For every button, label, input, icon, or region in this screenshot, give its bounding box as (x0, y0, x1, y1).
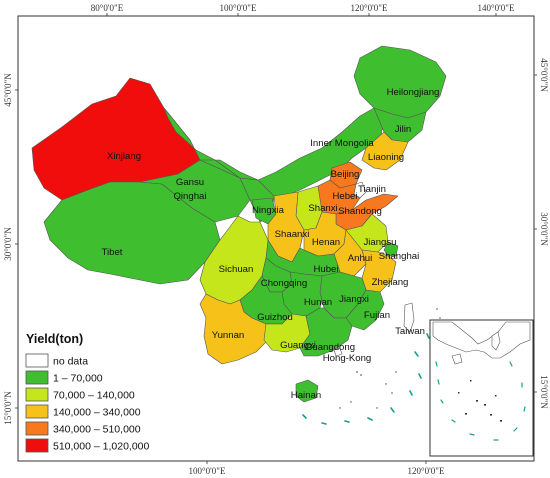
legend-label: 140,000 – 340,000 (53, 407, 141, 419)
province-taiwan (403, 302, 415, 333)
top-lon-label: 120°0'0"E (351, 3, 388, 13)
province-label: Ningxia (252, 205, 285, 216)
legend-label: 340,000 – 510,000 (53, 424, 141, 436)
province-label: Inner Mongolia (310, 138, 374, 149)
graticule-ticks (15, 13, 537, 464)
province-zhejiang (361, 249, 397, 293)
province-label: Hebei (332, 191, 357, 202)
province-label: Jiangxi (339, 294, 369, 305)
legend-swatch (25, 353, 49, 368)
province-label: Guizhou (257, 312, 293, 323)
province-hong-kong (333, 347, 343, 357)
bottom-lon-label: 100°0'0"E (189, 466, 226, 476)
province-label: Jiangsu (363, 237, 396, 248)
province-label: Yunnan (212, 330, 245, 341)
province-yunnan (199, 293, 271, 365)
left-lat-label: 15°0'0"N (3, 391, 13, 425)
provinces-layer (31, 45, 447, 403)
province-label: Jilin (395, 124, 412, 135)
right-lat-label: 15°0'0"N (539, 375, 549, 409)
province-label: Gansu (176, 177, 204, 188)
province-label: Shanxi (308, 203, 337, 214)
province-label: Hainan (291, 390, 321, 401)
sea-islands (339, 308, 441, 409)
province-label: Xinjiang (107, 151, 141, 162)
legend-label: 510,000 – 1,020,000 (53, 441, 150, 453)
province-label: Guangdong (305, 342, 355, 353)
province-shanghai (383, 241, 399, 257)
province-label: Heilongjiang (387, 87, 440, 98)
province-label: Shaanxi (275, 229, 310, 240)
top-lon-label: 100°0'0"E (220, 3, 257, 13)
legend-swatch (25, 421, 49, 436)
province-label: Chongqing (261, 278, 307, 289)
province-label: Qinghai (173, 191, 206, 202)
province-label: Anhui (348, 253, 373, 264)
left-lat-label: 45°0'0"N (3, 73, 13, 107)
graticule-labels: 80°0'0"E 100°0'0"E 120°0'0"E 140°0'0"E 1… (3, 3, 549, 476)
legend-swatch (25, 404, 49, 419)
bottom-lon-label: 120°0'0"E (408, 466, 445, 476)
province-liaoning (361, 131, 409, 171)
top-lon-label: 80°0'0"E (91, 3, 124, 13)
legend-swatch (25, 370, 49, 385)
province-label: Shanghai (379, 251, 420, 262)
right-lat-label: 30°0'0"N (539, 212, 549, 246)
inset-map (429, 319, 534, 457)
province-label: Fujian (364, 310, 390, 321)
legend-swatch (25, 387, 49, 402)
legend: Yield(ton) no data 1 – 70,000 70,000 – 140… (25, 332, 150, 453)
province-labels: Xinjiang Tibet Qinghai Gansu Inner Mongolia H… (102, 87, 440, 401)
legend-label: no data (53, 356, 88, 368)
province-label: Tianjin (358, 184, 386, 195)
legend-swatch (25, 438, 49, 453)
legend-label: 1 – 70,000 (53, 373, 103, 385)
province-label: Tibet (102, 247, 123, 258)
top-lon-label: 140°0'0"E (478, 3, 515, 13)
legend-title: Yield(ton) (26, 332, 83, 346)
province-tibet (43, 181, 221, 285)
right-lat-label: 45°0'0"N (539, 58, 549, 92)
province-label: Hong-Kong (323, 353, 372, 364)
left-lat-label: 30°0'0"N (3, 227, 13, 261)
legend-label: 70,000 – 140,000 (53, 390, 135, 402)
province-label: Shandong (338, 206, 382, 217)
province-label: Sichuan (219, 264, 254, 275)
province-label: Hubei (313, 264, 338, 275)
province-label: Hunan (304, 297, 332, 308)
province-hainan (295, 379, 319, 403)
province-label: Zhejiang (372, 277, 409, 288)
province-label: Taiwan (395, 326, 425, 337)
province-label: Guangxi (280, 340, 316, 351)
province-label: Henan (312, 237, 340, 248)
province-label: Liaoning (368, 152, 404, 163)
province-guangdong (299, 307, 353, 357)
province-label: Beijing (331, 169, 360, 180)
sea-boundary-dashes (302, 333, 430, 425)
